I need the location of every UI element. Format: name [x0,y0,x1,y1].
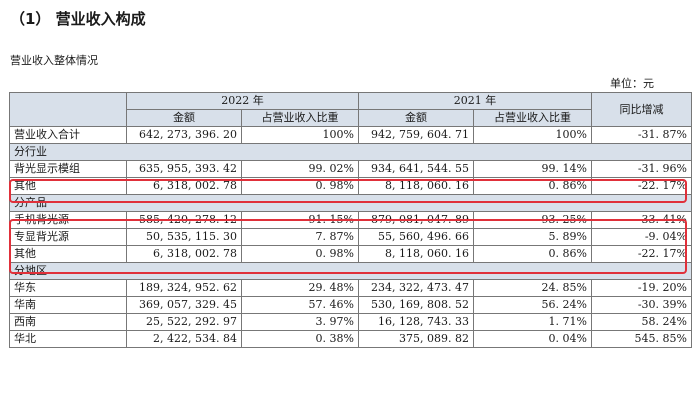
section-row-product: 分产品 [9,194,692,212]
section-row-industry: 分行业 [9,143,692,161]
amount-2021: 16, 128, 743. 33 [358,313,474,331]
amount-2021: 375, 089. 82 [358,330,474,348]
header-row-2: 金额 占营业收入比重 金额 占营业收入比重 [10,109,692,127]
ratio-2022: 0. 98% [241,177,359,195]
amount-2021: 934, 641, 544. 55 [358,160,474,178]
yoy-change: -9. 04% [591,228,692,246]
header-empty-cell [9,92,127,127]
ratio-2021: 24. 85% [473,279,592,297]
yoy-change: -30. 39% [591,296,692,314]
ratio-2022: 3. 97% [241,313,359,331]
row-label: 专显背光源 [9,228,127,246]
ratio-2022: 91. 15% [241,211,359,229]
ratio-2021: 99. 14% [473,160,592,178]
header-amount-2022: 金额 [126,109,242,127]
row-label: 西南 [9,313,127,331]
amount-2021: 8, 118, 060. 16 [358,177,474,195]
ratio-2021: 0. 04% [473,330,592,348]
ratio-2021: 93. 25% [473,211,592,229]
yoy-change: -22. 17% [591,177,692,195]
amount-2022: 642, 273, 396. 20 [126,126,242,144]
table-row: 华北 2, 422, 534. 84 0. 38% 375, 089. 82 0… [9,330,692,348]
amount-2021: 55, 560, 496. 66 [358,228,474,246]
header-ratio-2022: 占营业收入比重 [241,109,359,127]
row-label: 华南 [9,296,127,314]
ratio-2021: 5. 89% [473,228,592,246]
amount-2021: 8, 118, 060. 16 [358,245,474,263]
ratio-2022: 0. 38% [241,330,359,348]
amount-2021: 530, 169, 808. 52 [358,296,474,314]
row-label: 其他 [9,245,127,263]
section-label-product: 分产品 [9,194,692,212]
unit-label: 单位：元 [610,77,654,90]
amount-2022: 50, 535, 115. 30 [126,228,242,246]
table-row: 其他 6, 318, 002. 78 0. 98% 8, 118, 060. 1… [9,177,692,195]
ratio-2021: 100% [473,126,592,144]
row-label: 华北 [9,330,127,348]
ratio-2021: 1. 71% [473,313,592,331]
amount-2022: 635, 955, 393. 42 [126,160,242,178]
ratio-2022: 99. 02% [241,160,359,178]
section-row-region: 分地区 [9,262,692,280]
row-label: 华东 [9,279,127,297]
ratio-2021: 56. 24% [473,296,592,314]
yoy-change: -33. 41% [591,211,692,229]
ratio-2022: 29. 48% [241,279,359,297]
amount-2022: 6, 318, 002. 78 [126,177,242,195]
row-label: 其他 [9,177,127,195]
table-row: 西南 25, 522, 292. 97 3. 97% 16, 128, 743.… [9,313,692,331]
table-row-total: 营业收入合计 642, 273, 396. 20 100% 942, 759, … [9,126,692,144]
ratio-2022: 57. 46% [241,296,359,314]
table-row: 背光显示模组 635, 955, 393. 42 99. 02% 934, 64… [9,160,692,178]
ratio-2022: 100% [241,126,359,144]
yoy-change: -31. 96% [591,160,692,178]
yoy-change: -31. 87% [591,126,692,144]
subheading: 营业收入整体情况 [10,54,98,67]
section-label-region: 分地区 [9,262,692,280]
ratio-2021: 0. 86% [473,177,592,195]
amount-2022: 25, 522, 292. 97 [126,313,242,331]
amount-2022: 585, 420, 278. 12 [126,211,242,229]
amount-2021: 234, 322, 473. 47 [358,279,474,297]
ratio-2022: 0. 98% [241,245,359,263]
row-label: 手机背光源 [9,211,127,229]
revenue-table: 2022 年 2021 年 同比增减 金额 占营业收入比重 金额 占营业收入比重… [9,92,692,348]
yoy-change: -22. 17% [591,245,692,263]
ratio-2022: 7. 87% [241,228,359,246]
header-yoy: 同比增减 [591,92,692,127]
ratio-2021: 0. 86% [473,245,592,263]
header-row-1: 2022 年 2021 年 同比增减 [9,92,692,127]
table-row: 专显背光源 50, 535, 115. 30 7. 87% 55, 560, 4… [9,228,692,246]
header-year-2021: 2021 年 [358,92,592,110]
amount-2022: 6, 318, 002. 78 [126,245,242,263]
amount-2022: 2, 422, 534. 84 [126,330,242,348]
row-label: 营业收入合计 [9,126,127,144]
table-row: 华南 369, 057, 329. 45 57. 46% 530, 169, 8… [9,296,692,314]
header-amount-2021: 金额 [358,109,474,127]
yoy-change: 545. 85% [591,330,692,348]
amount-2021: 879, 081, 047. 89 [358,211,474,229]
table-row: 其他 6, 318, 002. 78 0. 98% 8, 118, 060. 1… [9,245,692,263]
amount-2022: 189, 324, 952. 62 [126,279,242,297]
table-row: 华东 189, 324, 952. 62 29. 48% 234, 322, 4… [9,279,692,297]
row-label: 背光显示模组 [9,160,127,178]
header-year-2022: 2022 年 [126,92,359,110]
amount-2022: 369, 057, 329. 45 [126,296,242,314]
header-ratio-2021: 占营业收入比重 [473,109,592,127]
table-row: 手机背光源 585, 420, 278. 12 91. 15% 879, 081… [9,211,692,229]
section-label-industry: 分行业 [9,143,692,161]
amount-2021: 942, 759, 604. 71 [358,126,474,144]
yoy-change: -19. 20% [591,279,692,297]
section-heading: （1） 营业收入构成 [10,10,146,28]
yoy-change: 58. 24% [591,313,692,331]
